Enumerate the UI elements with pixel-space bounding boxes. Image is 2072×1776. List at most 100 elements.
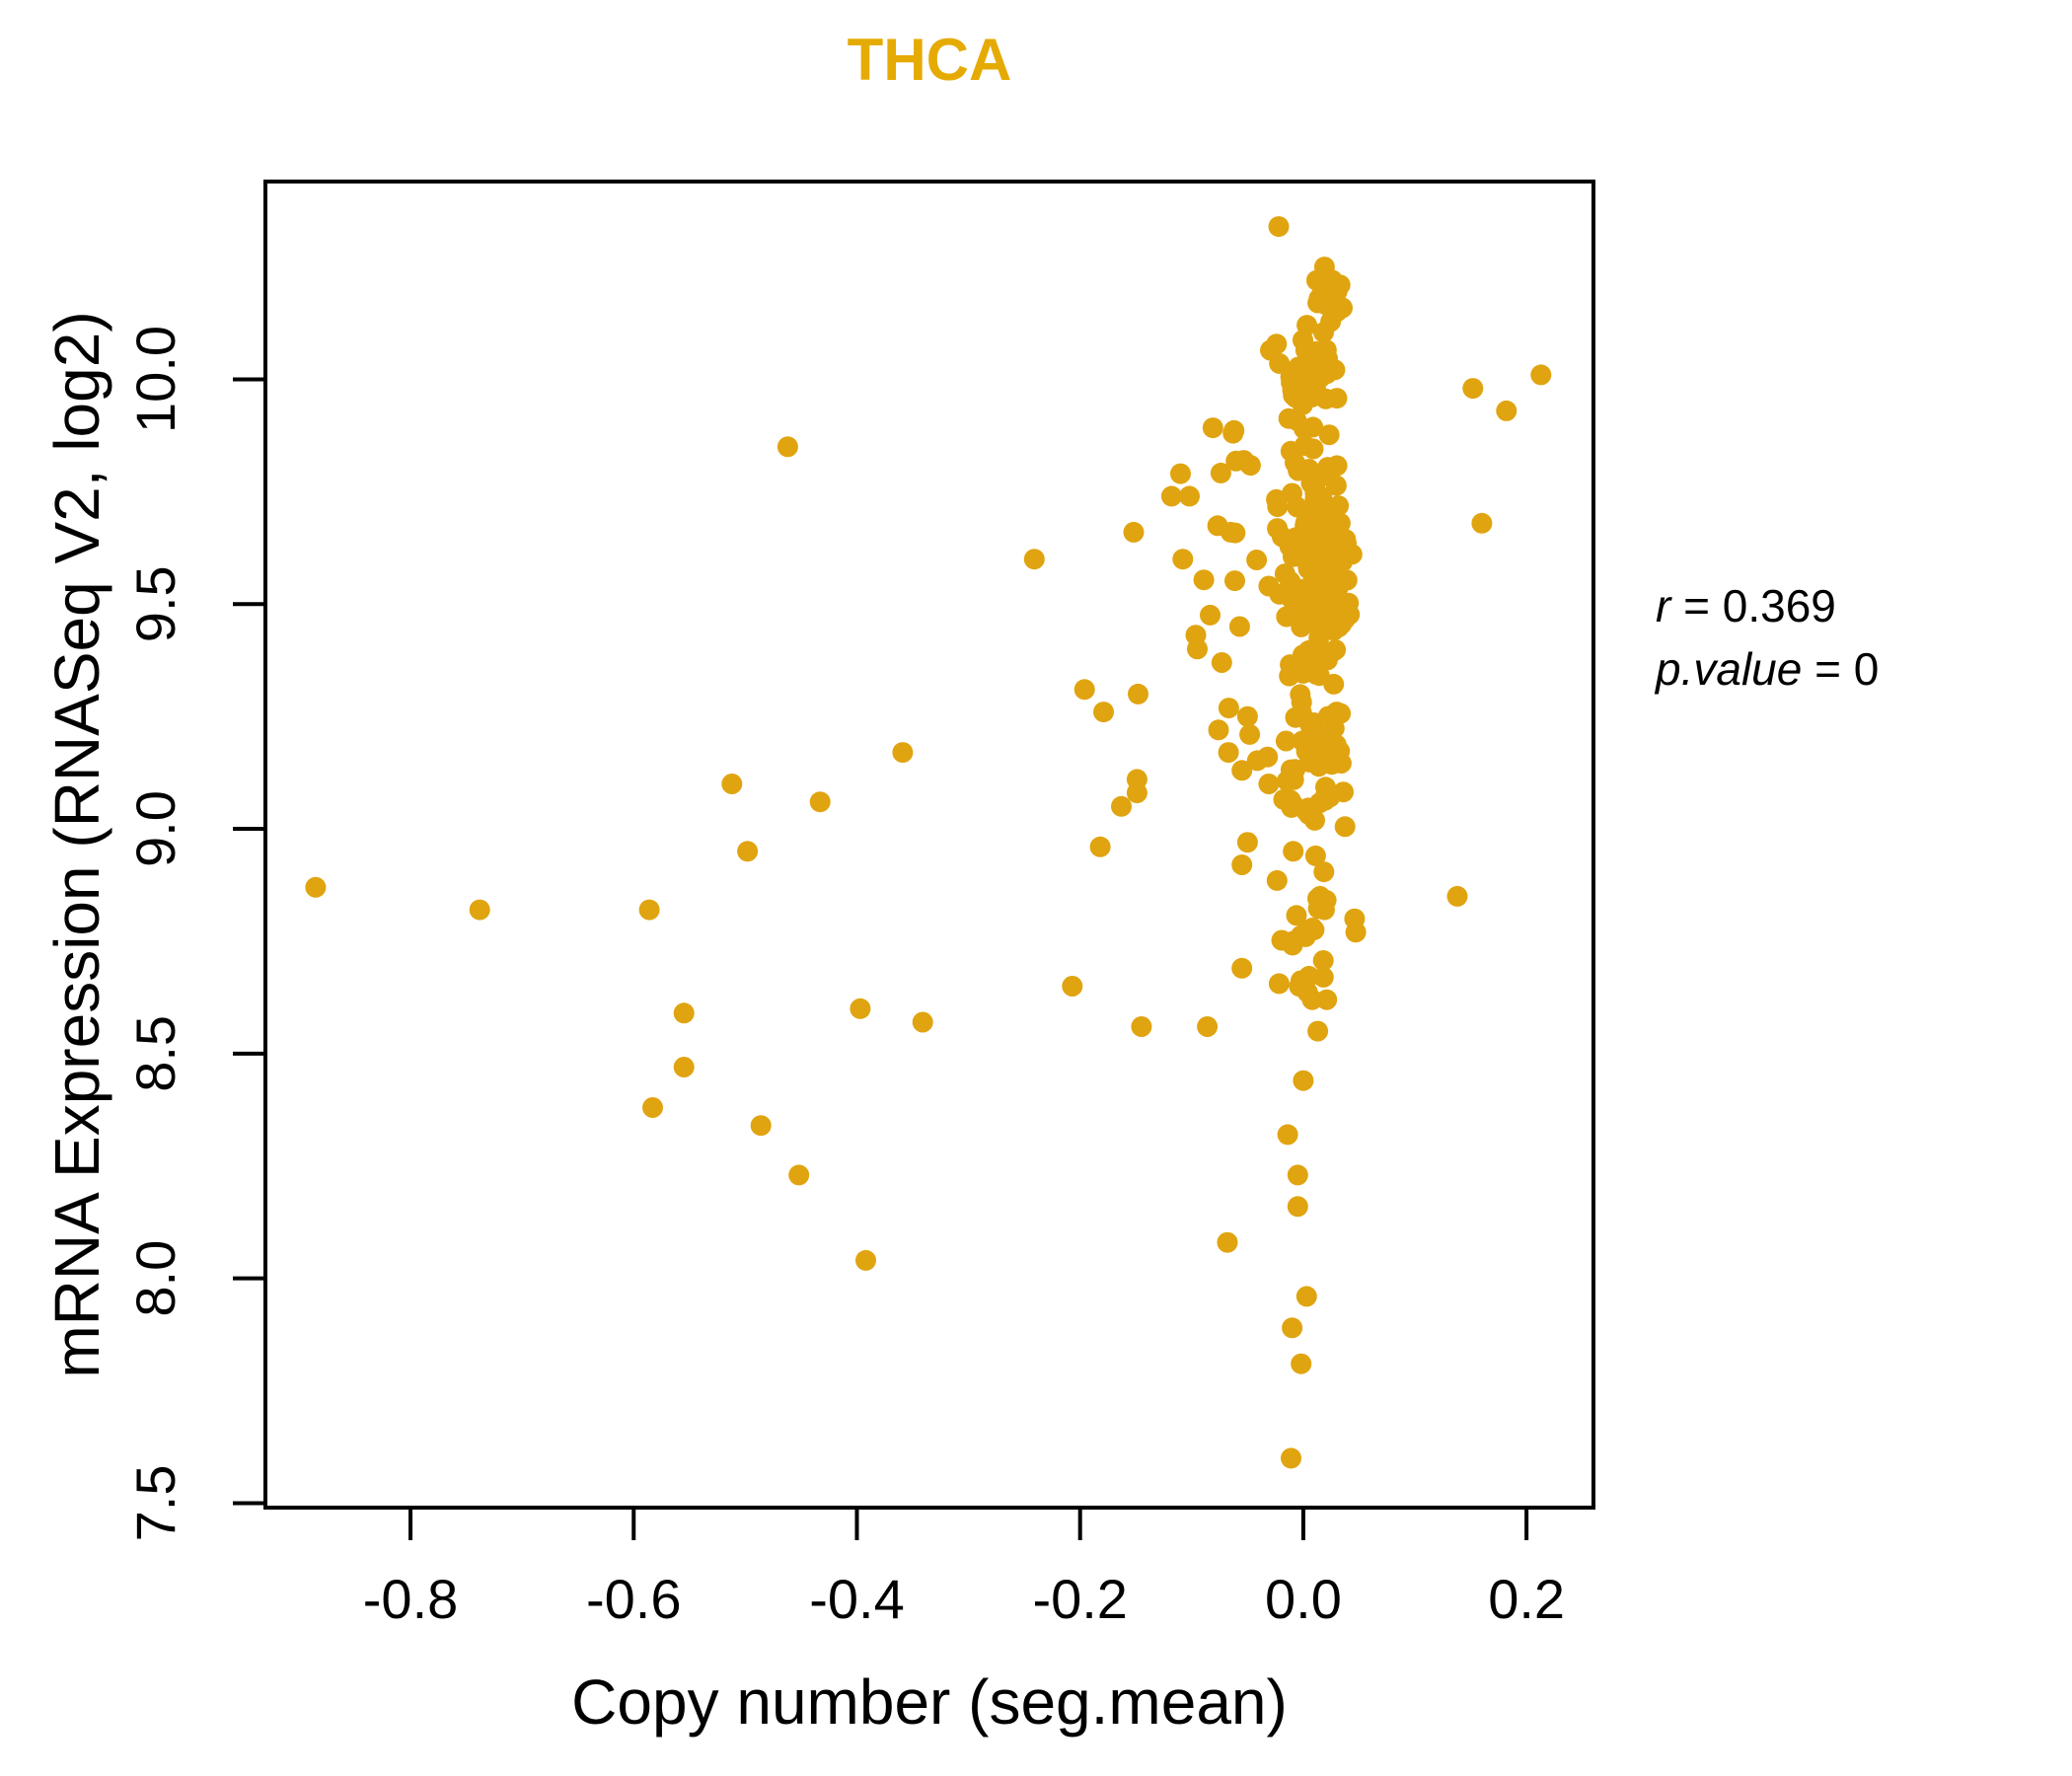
data-point	[1313, 899, 1335, 921]
data-point	[1246, 550, 1268, 570]
correlation-r-line: r = 0.369	[1656, 574, 1879, 637]
data-point	[642, 1097, 663, 1118]
data-point	[1062, 976, 1083, 997]
r-label: r	[1656, 580, 1671, 631]
data-point	[1496, 400, 1517, 421]
data-point	[1323, 673, 1345, 695]
data-point	[1287, 1196, 1308, 1218]
data-point	[1314, 789, 1336, 811]
data-point	[1280, 789, 1301, 811]
data-point	[1313, 861, 1335, 883]
data-point	[1200, 604, 1221, 626]
data-point	[1220, 521, 1241, 543]
data-point	[1093, 702, 1114, 723]
data-point	[1286, 905, 1307, 926]
data-point	[673, 1002, 695, 1024]
x-tick-label: -0.4	[809, 1568, 905, 1630]
data-point	[1301, 989, 1323, 1010]
data-point	[1288, 578, 1309, 600]
correlation-annotation: r = 0.369 p.value = 0	[1656, 574, 1879, 701]
data-point	[1345, 922, 1367, 943]
data-point	[1236, 705, 1258, 727]
data-point	[1292, 394, 1313, 415]
data-point	[1179, 485, 1200, 507]
data-point	[1312, 950, 1334, 971]
x-tick-label: 0.0	[1265, 1568, 1342, 1630]
data-point	[1295, 741, 1317, 762]
data-point	[1170, 463, 1191, 484]
data-point	[1307, 292, 1329, 314]
data-point	[721, 774, 743, 794]
data-point	[1222, 422, 1244, 444]
data-point	[1258, 575, 1280, 597]
data-point	[1257, 746, 1279, 768]
data-point	[1471, 512, 1493, 534]
y-tick-label: 10.0	[124, 326, 186, 433]
data-point	[1282, 1317, 1303, 1339]
y-tick-label: 9.5	[124, 565, 186, 642]
data-point	[1296, 315, 1318, 336]
data-point	[1123, 521, 1145, 543]
data-point	[1318, 424, 1340, 446]
data-point	[1290, 684, 1311, 705]
data-point	[1305, 379, 1327, 401]
data-point	[1280, 654, 1301, 676]
data-point	[1225, 450, 1247, 472]
data-point	[1323, 717, 1345, 739]
data-point	[1291, 702, 1312, 723]
data-point	[1267, 518, 1289, 540]
data-point	[1280, 366, 1301, 388]
r-value: = 0.369	[1670, 580, 1836, 631]
data-point	[1268, 973, 1290, 995]
data-point	[1160, 485, 1182, 507]
data-point	[1327, 746, 1349, 768]
data-point	[1187, 638, 1208, 660]
data-point	[777, 436, 798, 458]
data-point	[1268, 216, 1290, 238]
data-point	[1131, 1016, 1152, 1037]
data-point	[1316, 989, 1338, 1010]
data-point	[1462, 378, 1484, 400]
data-point	[1239, 723, 1261, 745]
data-point	[1231, 957, 1253, 979]
data-point	[1285, 759, 1306, 780]
data-point	[1281, 1447, 1301, 1469]
data-point	[1277, 1124, 1298, 1146]
y-tick-label: 8.0	[124, 1240, 186, 1317]
data-point	[1287, 603, 1307, 624]
data-point	[1323, 609, 1345, 630]
x-tick-label: -0.6	[586, 1568, 682, 1630]
data-point	[1274, 563, 1295, 585]
data-point	[1303, 545, 1325, 566]
data-point	[912, 1011, 933, 1033]
data-point	[1111, 795, 1132, 817]
data-point	[1172, 549, 1194, 570]
data-point	[1228, 616, 1250, 637]
data-point	[1329, 274, 1351, 296]
data-point	[1218, 742, 1239, 764]
data-point	[1295, 435, 1315, 456]
data-point	[1317, 643, 1339, 665]
data-point	[1283, 930, 1304, 952]
data-point	[1073, 679, 1095, 701]
data-point	[1236, 832, 1258, 853]
data-point	[1231, 854, 1253, 875]
data-point	[1193, 569, 1215, 591]
x-tick-label: 0.2	[1488, 1568, 1565, 1630]
data-point	[1224, 570, 1245, 592]
data-point	[855, 1249, 876, 1271]
data-point	[1089, 836, 1111, 857]
data-point	[1126, 782, 1147, 804]
data-point	[1291, 1353, 1312, 1374]
data-point	[1266, 333, 1288, 355]
scatter-points	[305, 216, 1552, 1469]
data-point	[1208, 719, 1229, 741]
data-point	[737, 841, 759, 862]
data-point	[1283, 841, 1304, 862]
data-point	[1315, 526, 1337, 548]
data-point	[1446, 885, 1468, 907]
data-point	[1326, 301, 1348, 323]
data-point	[1288, 460, 1309, 481]
data-point	[892, 742, 914, 764]
data-point	[750, 1115, 772, 1137]
